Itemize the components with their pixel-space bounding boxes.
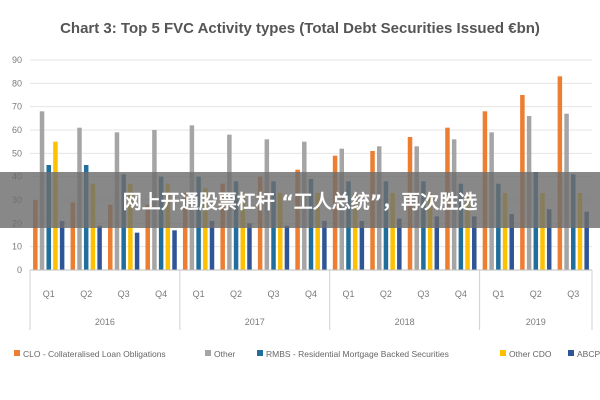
- legend-swatch: [205, 350, 211, 356]
- bar: [427, 193, 433, 270]
- overlay-banner: 网上开通股票杠杆 “工人总统”，再次胜选: [0, 172, 600, 228]
- y-tick-label: 60: [12, 125, 22, 135]
- bar: [209, 221, 215, 270]
- x-axis: Q1 Q2 Q3 Q4 Q1 Q2 Q3 Q4 Q1 Q2 Q3 Q4 Q1 Q2 Q3 2016 2017 20…: [29, 269, 593, 330]
- x-tick-label: Q4: [455, 289, 467, 299]
- bar: [390, 193, 395, 270]
- x-tick-label: Q3: [118, 289, 130, 299]
- bar: [434, 216, 440, 270]
- x-tick-label: Q2: [380, 289, 392, 299]
- chart-title: Chart 3: Top 5 FVC Activity types (Total…: [60, 20, 540, 37]
- bar: [247, 223, 252, 270]
- x-tick-label: Q1: [342, 289, 354, 299]
- x-tick-label: Q3: [567, 289, 579, 299]
- bar: [397, 218, 402, 270]
- legend-label: CLO - Collateralised Loan Obligations: [23, 349, 166, 359]
- y-tick-label: 80: [12, 78, 22, 88]
- y-tick-label: 50: [12, 148, 22, 158]
- x-tick-label: Q1: [193, 289, 205, 299]
- legend-swatch: [257, 350, 263, 356]
- bar: [502, 193, 508, 270]
- x-tick-label: Q4: [155, 289, 167, 299]
- year-label: 2019: [526, 317, 546, 327]
- bar: [546, 209, 552, 270]
- bar: [33, 200, 38, 270]
- bar: [322, 221, 327, 270]
- bar: [584, 211, 589, 270]
- legend-label: Other CDO: [509, 349, 552, 359]
- bar: [472, 216, 477, 270]
- banner-background: [0, 172, 600, 228]
- year-label: 2016: [95, 317, 115, 327]
- legend-label: RMBS - Residential Mortgage Backed Secur…: [266, 349, 449, 359]
- bar: [59, 221, 65, 270]
- year-label: 2018: [395, 317, 415, 327]
- bar: [277, 193, 283, 270]
- legend-swatch: [500, 350, 506, 356]
- x-tick-label: Q1: [43, 289, 55, 299]
- bar: [540, 193, 545, 270]
- x-tick-label: Q2: [530, 289, 542, 299]
- bar: [359, 221, 365, 270]
- bar: [70, 202, 76, 270]
- legend-swatch: [14, 350, 20, 356]
- legend-label: Other: [214, 349, 235, 359]
- x-tick-label: Q4: [305, 289, 317, 299]
- bar: [97, 225, 102, 270]
- y-tick-label: 10: [12, 242, 22, 252]
- bar: [145, 204, 150, 270]
- year-label: 2017: [245, 317, 265, 327]
- bar: [203, 188, 208, 270]
- bar: [284, 225, 290, 270]
- legend: CLO - Collateralised Loan Obligations Oth…: [14, 349, 600, 359]
- bar: [315, 193, 320, 270]
- x-tick-label: Q3: [417, 289, 429, 299]
- legend-label: ABCP: [577, 349, 600, 359]
- x-tick-label: Q2: [230, 289, 242, 299]
- legend-swatch: [568, 350, 574, 356]
- bar: [172, 230, 177, 270]
- x-tick-label: Q1: [492, 289, 504, 299]
- bar: [182, 193, 188, 270]
- bar: [577, 193, 583, 270]
- x-tick-label: Q3: [268, 289, 280, 299]
- bar: [240, 193, 246, 270]
- banner-text: 网上开通股票杠杆 “工人总统”，再次胜选: [123, 190, 478, 213]
- y-tick-label: 0: [17, 265, 22, 275]
- y-tick-label: 90: [12, 55, 22, 65]
- bar: [352, 193, 358, 270]
- y-tick-label: 70: [12, 102, 22, 112]
- x-tick-label: Q2: [80, 289, 92, 299]
- bar: [465, 193, 470, 270]
- bar: [509, 214, 514, 270]
- bar: [108, 204, 113, 270]
- bar: [134, 232, 140, 270]
